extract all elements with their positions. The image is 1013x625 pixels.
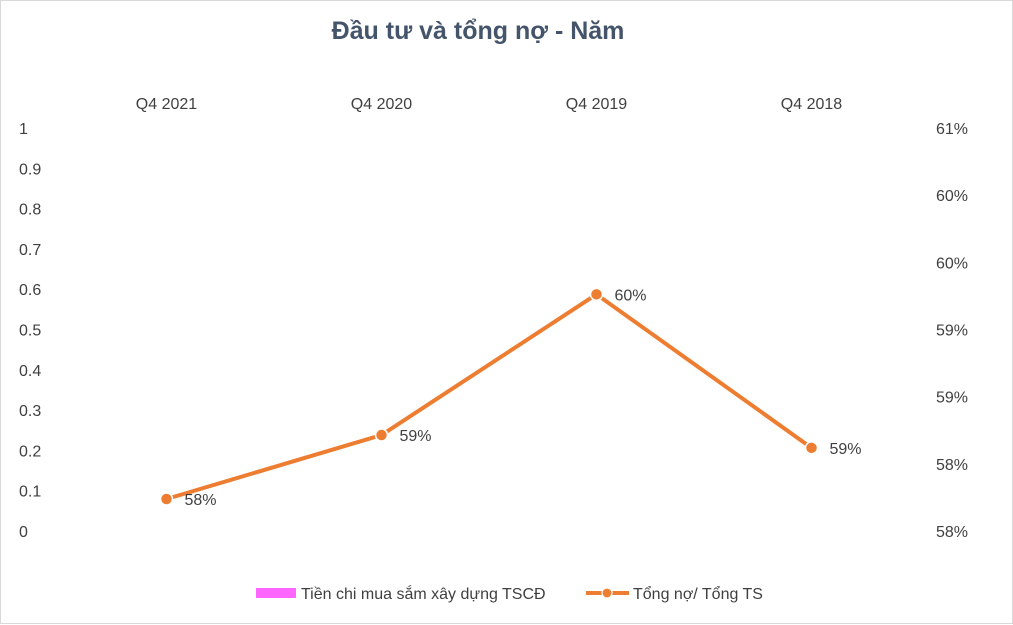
data-point: [374, 428, 389, 442]
x-axis-labels: Q4 2021 Q4 2020 Q4 2019 Q4 2018: [136, 96, 842, 113]
legend-marker: [601, 587, 613, 599]
y-right-tick-label: 60%: [936, 188, 968, 205]
y-left-tick-label: 0.5: [19, 323, 41, 340]
series-line: [164, 292, 814, 502]
x-tick-label: Q4 2018: [781, 96, 842, 113]
data-point: [159, 492, 174, 506]
y-right-tick-label: 61%: [936, 121, 968, 138]
y-right-tick-label: 58%: [936, 524, 968, 541]
chart-title: Đầu tư và tổng nợ - Năm: [332, 17, 625, 45]
y-right-tick-label: 58%: [936, 457, 968, 474]
data-label: 59%: [830, 441, 862, 458]
legend-bar-swatch: [256, 588, 296, 598]
data-label: 60%: [615, 287, 647, 304]
y-left-tick-label: 0.4: [19, 363, 41, 380]
x-tick-label: Q4 2021: [136, 96, 197, 113]
y-right-tick-label: 59%: [936, 390, 968, 407]
x-tick-label: Q4 2019: [566, 96, 627, 113]
x-tick-label: Q4 2020: [351, 96, 412, 113]
line-series: 58% 59% 60% 59%: [159, 287, 862, 509]
y-left-tick-label: 0.2: [19, 443, 41, 460]
data-point: [589, 287, 604, 302]
y-left-tick-label: 0.3: [19, 403, 41, 420]
y-right-tick-label: 59%: [936, 323, 968, 340]
data-label: 59%: [400, 428, 432, 445]
legend[interactable]: Tiền chi mua sắm xây dựng TSCĐ Tổng nợ/ T…: [256, 584, 763, 603]
legend-label-line: Tổng nợ/ Tổng TS: [633, 585, 763, 603]
y-axis-right-ticks: 61% 60% 60% 59% 59% 58% 58%: [936, 121, 968, 541]
y-left-tick-label: 0: [19, 524, 28, 541]
y-left-tick-label: 0.1: [19, 484, 41, 501]
y-axis-left-ticks: 1 0.9 0.8 0.7 0.6 0.5 0.4 0.3 0.2 0.1 0: [19, 121, 41, 541]
y-left-tick-label: 0.9: [19, 161, 41, 178]
legend-label-bar: Tiền chi mua sắm xây dựng TSCĐ: [301, 584, 546, 603]
y-left-tick-label: 0.7: [19, 242, 41, 259]
data-label: 58%: [185, 492, 217, 509]
data-point: [804, 441, 819, 455]
y-left-tick-label: 0.8: [19, 202, 41, 219]
y-left-tick-label: 0.6: [19, 282, 41, 299]
y-right-tick-label: 60%: [936, 255, 968, 272]
y-left-tick-label: 1: [19, 121, 28, 138]
